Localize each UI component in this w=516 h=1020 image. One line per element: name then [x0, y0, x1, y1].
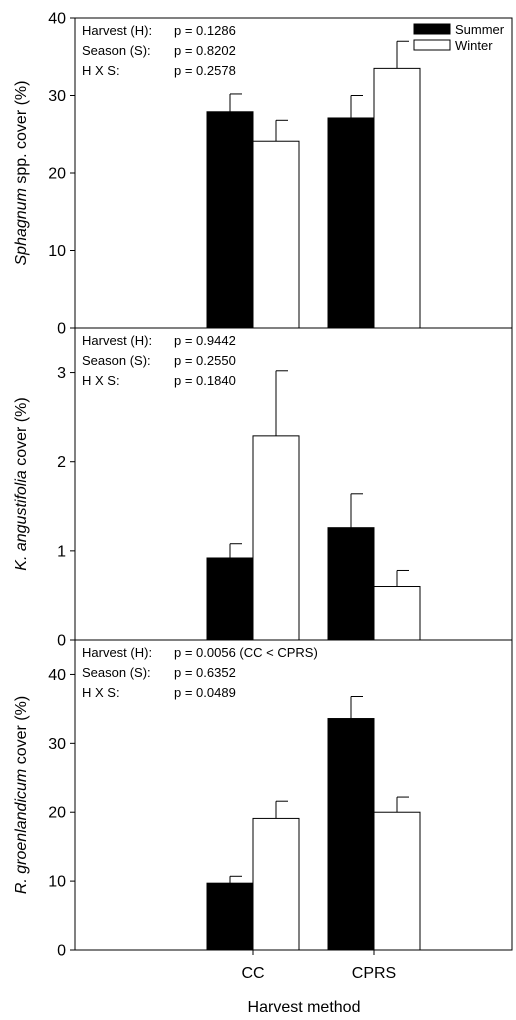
stat-value: p = 0.1840: [174, 373, 236, 388]
y-tick-label: 1: [57, 543, 66, 560]
bar-winter-cc: [252, 140, 300, 329]
stat-value: p = 0.6352: [174, 665, 236, 680]
y-tick-label: 3: [57, 365, 66, 382]
stat-value: p = 0.1286: [174, 23, 236, 38]
y-axis-label: K. angustifolia cover (%): [13, 397, 30, 570]
bar-winter-cc: [252, 435, 300, 641]
panel-2: 0 1 2 3 K. angustifolia cover (%) Harvest (H)…: [13, 327, 513, 650]
bar-winter-cprs: [373, 586, 421, 641]
y-tick-label: 30: [48, 736, 66, 753]
stat-value: p = 0.9442: [174, 333, 236, 348]
bar-summer-cprs: [327, 117, 375, 329]
legend-label-winter: Winter: [455, 38, 493, 53]
y-tick-label: 0: [57, 633, 66, 650]
x-axis-label: Harvest method: [248, 999, 361, 1016]
stat-label: H X S:: [82, 685, 120, 700]
y-tick-label: 40: [48, 11, 66, 28]
y-axis-label: R. groenlandicum cover (%): [13, 696, 30, 894]
legend-swatch-winter: [413, 39, 451, 51]
stat-value: p = 0.2550: [174, 353, 236, 368]
stat-label: Harvest (H):: [82, 645, 152, 660]
stat-label: Season (S):: [82, 665, 151, 680]
stat-value: p = 0.0489: [174, 685, 236, 700]
y-tick-label: 20: [48, 166, 66, 183]
bar-summer-cc: [206, 557, 254, 641]
y-tick-label: 30: [48, 88, 66, 105]
y-axis-label: Sphagnum spp. cover (%): [13, 81, 30, 266]
panel-1: 0 10 20 30 40 Sphagnum spp. cover (%) Harvest …: [13, 11, 513, 338]
bar-winter-cc: [252, 817, 300, 951]
stat-label: Season (S):: [82, 43, 151, 58]
stat-label: Harvest (H):: [82, 23, 152, 38]
stat-value: p = 0.8202: [174, 43, 236, 58]
stat-label: H X S:: [82, 63, 120, 78]
bar-summer-cc: [206, 882, 254, 951]
stat-label: Season (S):: [82, 353, 151, 368]
stat-label: Harvest (H):: [82, 333, 152, 348]
stat-label: H X S:: [82, 373, 120, 388]
bar-winter-cprs: [373, 811, 421, 951]
stat-value: p = 0.0056 (CC < CPRS): [174, 645, 318, 660]
y-tick-label: 2: [57, 454, 66, 471]
bar-winter-cprs: [373, 67, 421, 329]
bar-summer-cprs: [327, 527, 375, 641]
x-tick-label-cc: CC: [241, 965, 264, 982]
bar-summer-cprs: [327, 718, 375, 951]
legend-label-summer: Summer: [455, 22, 505, 37]
x-tick-label-cprs: CPRS: [352, 965, 396, 982]
y-tick-label: 0: [57, 321, 66, 338]
y-tick-label: 20: [48, 805, 66, 822]
y-tick-label: 0: [57, 943, 66, 960]
stat-value: p = 0.2578: [174, 63, 236, 78]
panel-3: 0 10 20 30 40 R. groenlandicum cover (%) Harve…: [13, 639, 513, 960]
legend-swatch-summer: [413, 23, 451, 35]
y-tick-label: 10: [48, 243, 66, 260]
y-tick-label: 10: [48, 874, 66, 891]
bar-summer-cc: [206, 111, 254, 329]
y-tick-label: 40: [48, 667, 66, 684]
